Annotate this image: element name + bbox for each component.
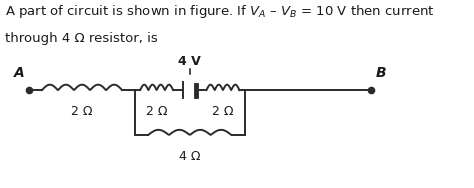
Text: A: A [14, 66, 24, 80]
Text: through 4 Ω resistor, is: through 4 Ω resistor, is [5, 32, 157, 45]
Text: 2 Ω: 2 Ω [146, 105, 167, 118]
Text: A part of circuit is shown in figure. If $V_A$ – $V_B$ = 10 V then current: A part of circuit is shown in figure. If… [5, 3, 434, 20]
Text: 2 Ω: 2 Ω [71, 105, 93, 118]
Text: 4 Ω: 4 Ω [179, 150, 201, 163]
Text: B: B [375, 66, 386, 80]
Text: 4 V: 4 V [178, 55, 201, 68]
Text: 2 Ω: 2 Ω [212, 105, 234, 118]
